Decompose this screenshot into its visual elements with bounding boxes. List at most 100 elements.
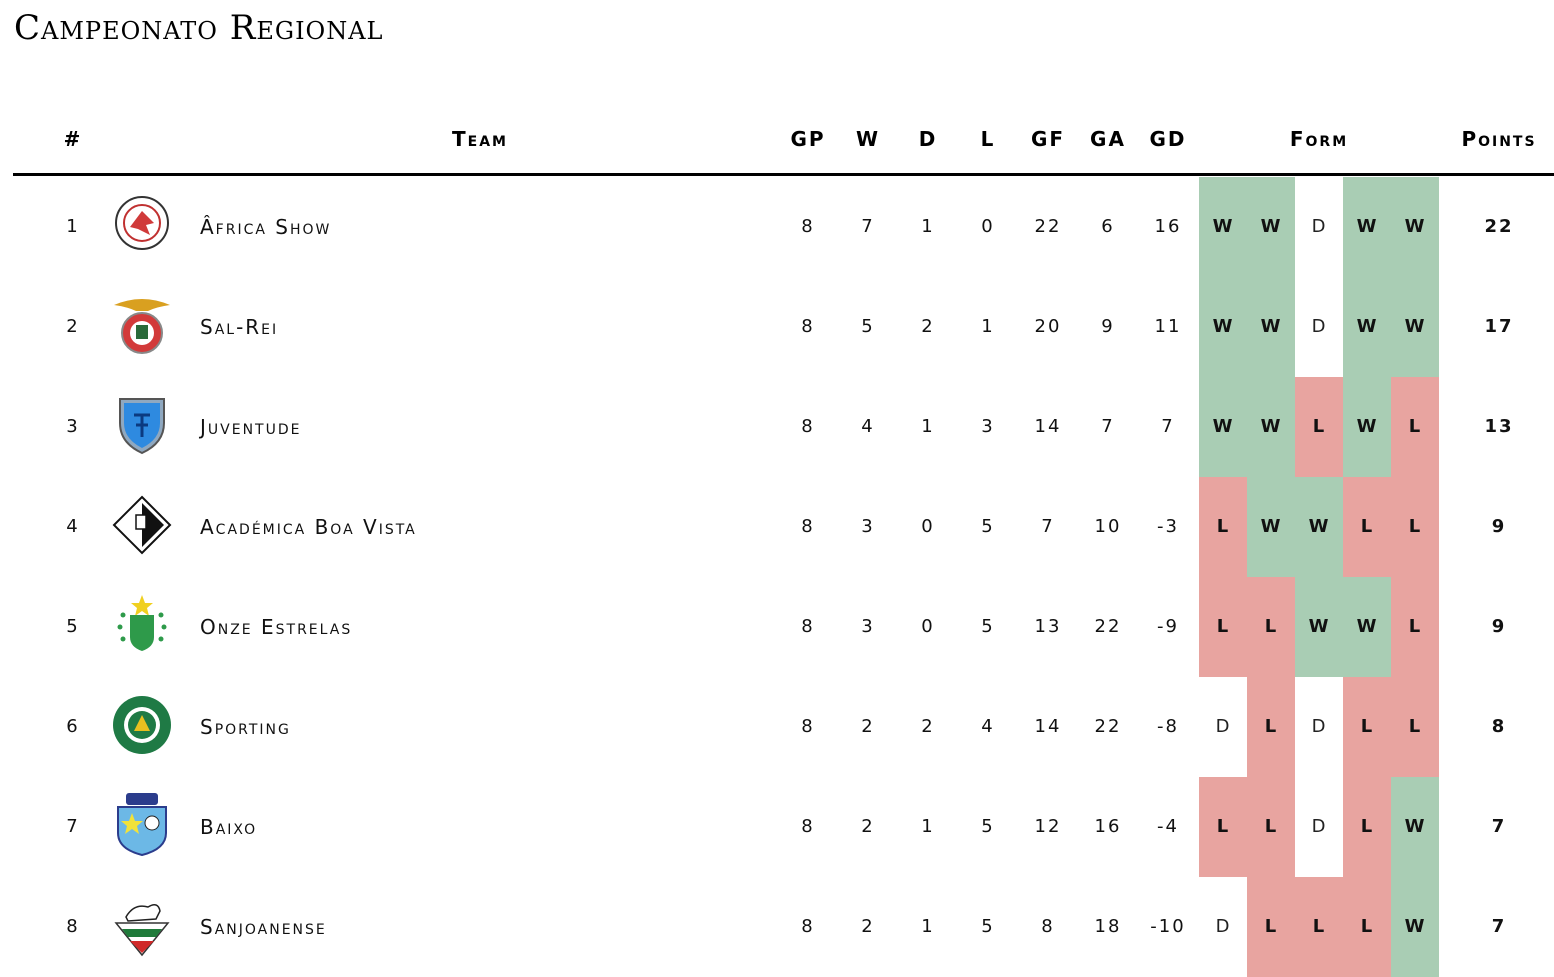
form-result: W	[1391, 177, 1439, 277]
form-result: W	[1247, 377, 1295, 477]
gp-cell: 8	[801, 816, 815, 837]
blue-shield-crest-icon	[112, 393, 172, 457]
ga-cell: 16	[1094, 816, 1122, 837]
form-result: D	[1311, 716, 1327, 737]
gp-cell: 8	[801, 616, 815, 637]
team-name: Baixo	[200, 815, 258, 839]
team-name: Sanjoanense	[200, 915, 327, 939]
diamond-crest-icon	[112, 493, 172, 557]
header-d: D	[918, 127, 938, 151]
header-gp: GP	[790, 127, 826, 151]
header-points: Points	[1461, 127, 1537, 151]
d-cell: 2	[921, 316, 935, 337]
header-form: Form	[1289, 127, 1349, 151]
green-stars-crest-icon	[112, 593, 172, 657]
rank-cell: 7	[66, 816, 80, 837]
form-result: W	[1391, 277, 1439, 377]
team-name: Académica Boa Vista	[200, 515, 417, 539]
table-row: 1 Âfrica Show 8 7 1 0 22 6 16 W W D W W 22	[0, 177, 1554, 277]
form-result: W	[1343, 377, 1391, 477]
form-result: L	[1247, 677, 1295, 777]
header-divider	[13, 173, 1554, 176]
w-cell: 7	[861, 216, 875, 237]
table-row: 5 Onze Estrelas 8 3 0 5 13 22 -9 L L W W L 9	[0, 577, 1554, 677]
cdeb-crest-icon	[112, 793, 172, 857]
page-title: Campeonato Regional	[14, 8, 384, 48]
points-cell: 8	[1491, 716, 1507, 737]
rank-cell: 8	[66, 916, 80, 937]
d-cell: 1	[921, 416, 935, 437]
l-cell: 5	[981, 616, 995, 637]
rank-cell: 3	[66, 416, 80, 437]
w-cell: 5	[861, 316, 875, 337]
goat-crest-icon	[112, 893, 172, 957]
ga-cell: 7	[1101, 416, 1115, 437]
form-result: D	[1215, 916, 1231, 937]
rank-cell: 1	[66, 216, 80, 237]
gd-cell: 16	[1154, 216, 1182, 237]
eagle-crest-icon	[112, 293, 172, 357]
header-ga: GA	[1090, 127, 1126, 151]
form-result: L	[1343, 477, 1391, 577]
table-row: 6 Sporting 8 2 2 4 14 22 -8 D L D L L 8	[0, 677, 1554, 777]
table-row: 3 Juventude 8 4 1 3 14 7 7 W W L W L 13	[0, 377, 1554, 477]
form-result: W	[1343, 277, 1391, 377]
gf-cell: 13	[1034, 616, 1062, 637]
form-result: L	[1247, 777, 1295, 877]
ga-cell: 18	[1094, 916, 1122, 937]
gp-cell: 8	[801, 516, 815, 537]
africa-show-crest-icon	[112, 193, 172, 257]
form-result: L	[1391, 477, 1439, 577]
gf-cell: 14	[1034, 416, 1062, 437]
form-result: L	[1295, 377, 1343, 477]
gf-cell: 7	[1041, 516, 1055, 537]
form-result: D	[1311, 316, 1327, 337]
rank-cell: 2	[66, 316, 80, 337]
gd-cell: -8	[1157, 716, 1179, 737]
rank-cell: 6	[66, 716, 80, 737]
gp-cell: 8	[801, 916, 815, 937]
ga-cell: 6	[1101, 216, 1115, 237]
points-cell: 17	[1484, 316, 1514, 337]
form-result: L	[1343, 677, 1391, 777]
gp-cell: 8	[801, 716, 815, 737]
points-cell: 9	[1491, 516, 1507, 537]
w-cell: 2	[861, 816, 875, 837]
l-cell: 5	[981, 816, 995, 837]
gf-cell: 22	[1034, 216, 1062, 237]
gf-cell: 20	[1034, 316, 1062, 337]
d-cell: 1	[921, 916, 935, 937]
form-result: D	[1215, 716, 1231, 737]
form-result: W	[1247, 277, 1295, 377]
table-row: 8 Sanjoanense 8 2 1 5 8 18 -10 D L L L W 7	[0, 877, 1554, 977]
d-cell: 0	[921, 516, 935, 537]
form-result: W	[1343, 177, 1391, 277]
form-result: L	[1199, 477, 1247, 577]
form-result: W	[1247, 177, 1295, 277]
header-rank: #	[63, 127, 83, 151]
form-result: W	[1199, 177, 1247, 277]
gd-cell: -3	[1157, 516, 1179, 537]
gf-cell: 8	[1041, 916, 1055, 937]
form-result: W	[1295, 577, 1343, 677]
l-cell: 5	[981, 916, 995, 937]
l-cell: 3	[981, 416, 995, 437]
d-cell: 1	[921, 216, 935, 237]
points-cell: 13	[1484, 416, 1514, 437]
w-cell: 3	[861, 616, 875, 637]
rank-cell: 4	[66, 516, 80, 537]
form-result: W	[1199, 277, 1247, 377]
header-w: W	[855, 127, 881, 151]
form-result: W	[1343, 577, 1391, 677]
form-result: W	[1247, 477, 1295, 577]
rank-cell: 5	[66, 616, 80, 637]
form-result: W	[1391, 777, 1439, 877]
l-cell: 0	[981, 216, 995, 237]
ga-cell: 22	[1094, 716, 1122, 737]
form-result: W	[1391, 877, 1439, 977]
l-cell: 4	[981, 716, 995, 737]
points-cell: 22	[1484, 216, 1514, 237]
gd-cell: 11	[1154, 316, 1182, 337]
w-cell: 3	[861, 516, 875, 537]
form-result: L	[1199, 577, 1247, 677]
